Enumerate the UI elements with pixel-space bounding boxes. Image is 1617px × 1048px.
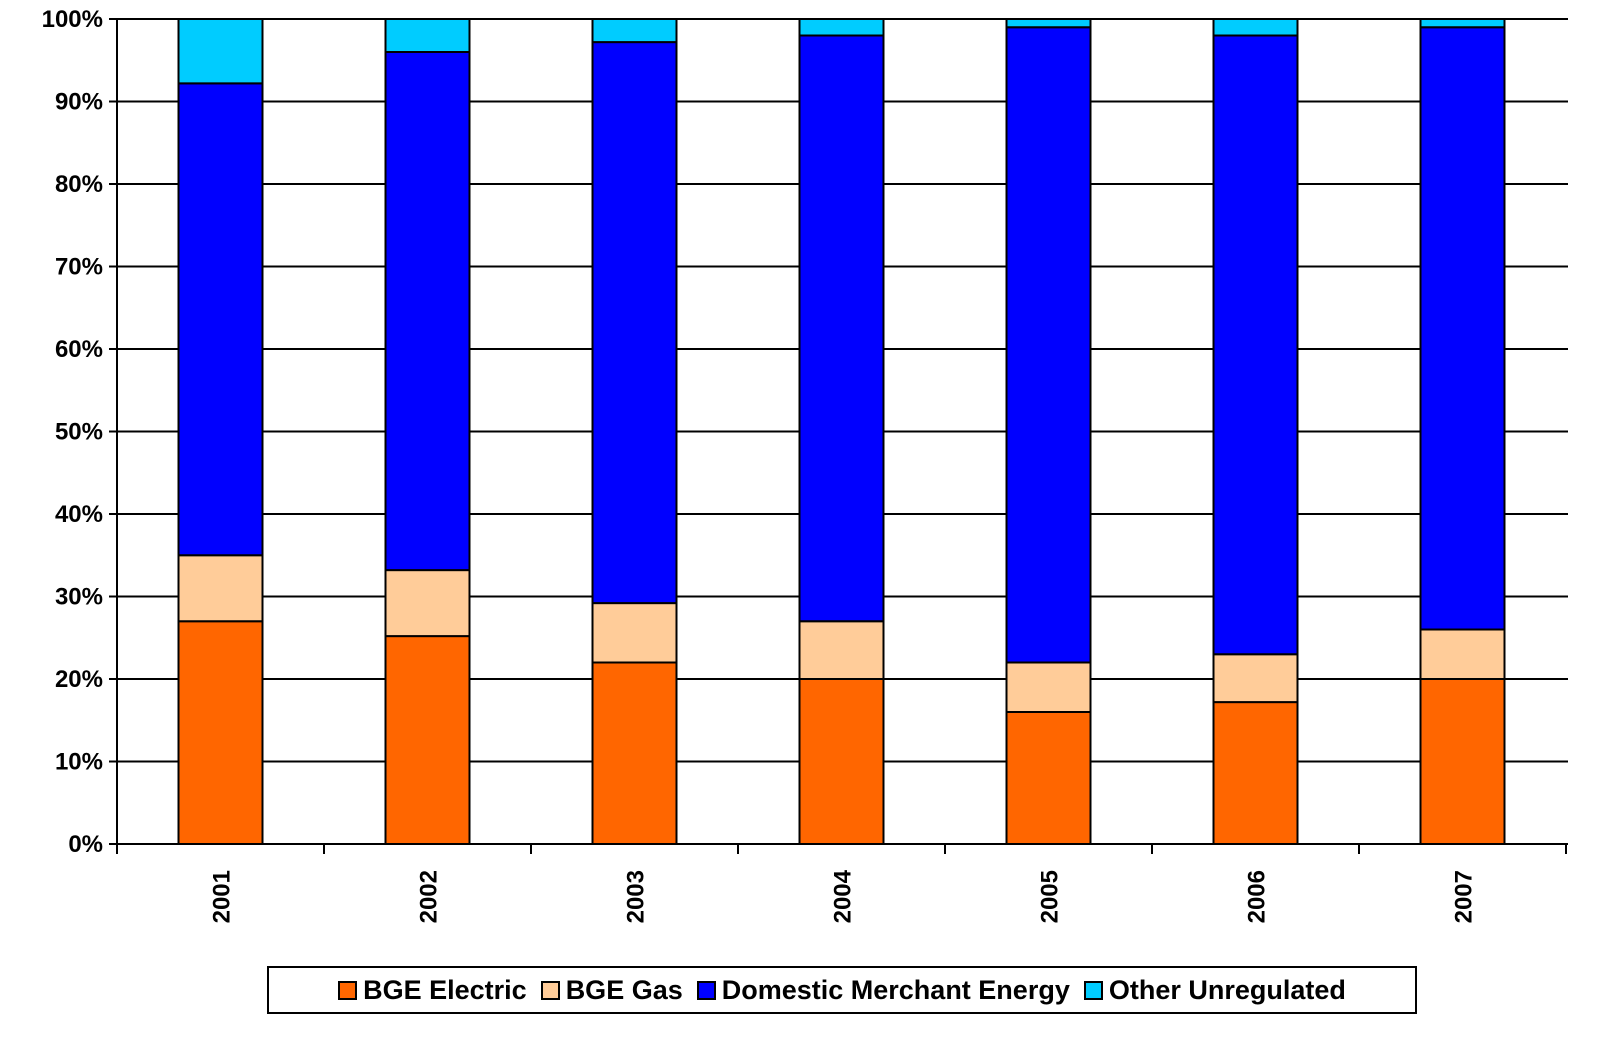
legend-swatch bbox=[1083, 980, 1103, 1000]
bar-segment bbox=[1212, 701, 1299, 845]
x-category-label: 2004 bbox=[830, 869, 857, 923]
bar-segment bbox=[177, 554, 264, 623]
legend-item: BGE Electric bbox=[338, 975, 527, 1006]
bar-segment bbox=[798, 620, 885, 680]
axes bbox=[109, 18, 1568, 854]
y-tick-label: 50% bbox=[55, 419, 103, 446]
x-category-label: 2001 bbox=[209, 870, 236, 923]
legend: BGE Electric BGE Gas Domestic Merchant Ene… bbox=[267, 966, 1417, 1014]
x-axis-category-labels: 2001 2002 2003 2004 2005 2006 2007 bbox=[209, 869, 1478, 923]
y-tick-label: 30% bbox=[55, 584, 103, 611]
bar-segment bbox=[1419, 18, 1506, 29]
bar-segment bbox=[177, 18, 264, 85]
bar-segment bbox=[1212, 34, 1299, 656]
y-axis-tick-labels: 0% 10% 20% 30% 40% 50% 60% 70% 80% 90% 100% bbox=[42, 6, 103, 858]
bar-segment bbox=[591, 602, 678, 664]
bar-segment bbox=[591, 41, 678, 605]
bar-segment bbox=[177, 620, 264, 845]
x-category-label: 2003 bbox=[623, 870, 650, 923]
bar-segment bbox=[591, 18, 678, 44]
y-tick-label: 90% bbox=[55, 89, 103, 116]
bar-segment bbox=[1419, 26, 1506, 631]
bar-segment bbox=[384, 635, 471, 845]
bar-segment bbox=[1005, 26, 1092, 664]
legend-item: Other Unregulated bbox=[1083, 974, 1346, 1006]
legend-swatch bbox=[540, 980, 560, 1000]
bar-segment bbox=[798, 18, 885, 37]
y-tick-label: 100% bbox=[42, 6, 103, 33]
bar-segment bbox=[384, 18, 471, 53]
y-tick-label: 10% bbox=[55, 749, 103, 776]
stacked-bar-chart: 0%10%20%30%40%50%60%70%80%90%100% 2001 20… bbox=[42, 6, 1568, 923]
legend-label: Other Unregulated bbox=[1108, 974, 1346, 1005]
x-category-label: 2005 bbox=[1037, 870, 1064, 923]
bar-segment bbox=[384, 51, 471, 572]
bar-segment bbox=[1005, 711, 1092, 845]
y-tick-label: 70% bbox=[55, 254, 103, 281]
bar-segment bbox=[1212, 653, 1299, 704]
x-category-label: 2007 bbox=[1451, 870, 1478, 923]
bar-segment bbox=[1005, 18, 1092, 29]
y-tick-label: 20% bbox=[55, 666, 103, 693]
y-tick-label: 40% bbox=[55, 501, 103, 528]
legend-swatch bbox=[696, 980, 716, 1000]
bar-segment bbox=[1419, 628, 1506, 680]
y-tick-label: 80% bbox=[55, 171, 103, 198]
bar-segment bbox=[177, 82, 264, 557]
legend-label: BGE Gas bbox=[565, 974, 683, 1005]
bar-segment bbox=[1005, 661, 1092, 713]
legend-swatch bbox=[338, 980, 358, 1000]
bar-segment bbox=[798, 678, 885, 845]
x-category-label: 2002 bbox=[416, 870, 443, 923]
bars bbox=[177, 18, 1506, 845]
x-category-label: 2006 bbox=[1244, 870, 1271, 923]
legend-item: Domestic Merchant Energy bbox=[696, 974, 1070, 1006]
y-tick-label: 60% bbox=[55, 336, 103, 363]
bar-segment bbox=[591, 661, 678, 845]
legend-label: BGE Electric bbox=[363, 974, 527, 1005]
bar-segment bbox=[384, 569, 471, 638]
bar-segment bbox=[798, 34, 885, 623]
y-tick-label: 0% bbox=[68, 831, 103, 858]
legend-label: Domestic Merchant Energy bbox=[721, 974, 1070, 1005]
bar-segment bbox=[1419, 678, 1506, 845]
legend-item: BGE Gas bbox=[540, 974, 683, 1006]
bar-segment bbox=[1212, 18, 1299, 37]
